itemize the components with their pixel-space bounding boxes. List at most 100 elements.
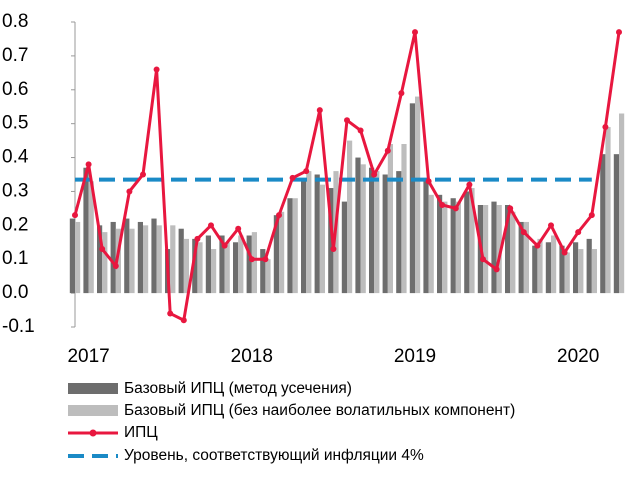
bar <box>382 174 388 294</box>
point <box>221 242 228 249</box>
bar <box>137 221 143 294</box>
bar <box>124 218 130 294</box>
bar <box>469 188 475 294</box>
bar <box>564 252 570 294</box>
bar <box>401 144 407 294</box>
bar <box>619 113 625 294</box>
point <box>616 29 622 36</box>
bar <box>559 245 565 294</box>
y-tick-label: 0.1 <box>2 248 28 269</box>
bar <box>102 232 108 294</box>
bar <box>156 225 162 294</box>
point <box>357 127 364 134</box>
bar <box>219 235 225 294</box>
bar <box>75 221 81 294</box>
bar <box>319 184 325 294</box>
point <box>480 256 486 263</box>
bar <box>115 228 121 294</box>
bar <box>205 235 211 294</box>
point <box>452 205 459 212</box>
bar <box>545 242 551 294</box>
bar <box>279 211 285 294</box>
bar <box>450 198 456 294</box>
point <box>72 212 78 219</box>
bar <box>197 242 203 294</box>
y-tick-label: 0.0 <box>2 282 28 303</box>
point <box>439 202 446 208</box>
y-tick-label: 0.5 <box>2 113 28 134</box>
bar <box>178 228 184 294</box>
bar <box>464 191 470 294</box>
bar <box>428 194 434 294</box>
point <box>303 168 310 175</box>
y-tick-label: 0.4 <box>2 147 29 168</box>
x-tick-label: 2017 <box>67 346 109 367</box>
point <box>140 171 146 178</box>
point <box>412 29 418 36</box>
bar <box>292 198 298 294</box>
bar <box>151 218 157 294</box>
bar <box>314 174 320 294</box>
bar <box>613 154 619 294</box>
bar <box>347 140 353 294</box>
point <box>330 246 337 253</box>
bar <box>537 238 543 294</box>
bar <box>510 211 516 294</box>
point <box>126 188 133 195</box>
bar <box>273 215 279 294</box>
bar <box>251 232 257 294</box>
point <box>466 181 473 188</box>
point <box>602 124 609 131</box>
bar <box>578 249 584 294</box>
bar <box>69 218 75 294</box>
bar <box>605 127 611 294</box>
bar <box>97 225 103 294</box>
x-tick-label: 2018 <box>231 346 273 367</box>
legend-swatch <box>68 383 118 394</box>
legend-label: Базовый ИПЦ (без наиболее волатильных ко… <box>124 402 515 419</box>
point <box>575 229 582 236</box>
bar <box>409 103 415 294</box>
bar <box>415 96 421 294</box>
point <box>99 246 106 253</box>
bar <box>238 235 244 294</box>
bar <box>260 249 266 294</box>
bar <box>437 194 443 294</box>
bar <box>265 259 271 294</box>
bar <box>88 181 94 294</box>
point <box>276 212 282 219</box>
y-tick-label: 0.6 <box>2 79 28 100</box>
legend: Базовый ИПЦ (метод усечения) Базовый ИПЦ… <box>68 380 515 464</box>
point <box>289 174 296 181</box>
point <box>167 310 174 317</box>
bar <box>551 235 557 294</box>
legend-label: Уровень, соответствующий инфляции 4% <box>124 447 424 464</box>
bar <box>246 235 252 294</box>
point <box>534 242 541 249</box>
bar <box>532 245 538 294</box>
bar <box>586 238 592 294</box>
point <box>262 256 269 263</box>
point <box>520 229 527 236</box>
bar <box>306 171 312 294</box>
point <box>316 107 323 114</box>
y-tick-label: 0.7 <box>2 45 28 66</box>
x-tick-label: 2019 <box>394 346 436 367</box>
bar <box>523 221 529 294</box>
bar <box>170 225 176 294</box>
bar <box>287 198 293 294</box>
bar <box>374 171 380 294</box>
y-tick-label: 0.8 <box>2 11 28 32</box>
bar <box>83 167 89 294</box>
point <box>493 266 500 273</box>
legend-label: ИПЦ <box>124 424 158 441</box>
point <box>180 317 187 324</box>
bar <box>301 181 307 294</box>
bar <box>192 238 198 294</box>
point <box>371 171 378 178</box>
bar <box>518 221 524 294</box>
bar <box>573 242 579 294</box>
bar <box>355 157 361 294</box>
bar <box>369 167 375 294</box>
bar <box>423 181 429 294</box>
